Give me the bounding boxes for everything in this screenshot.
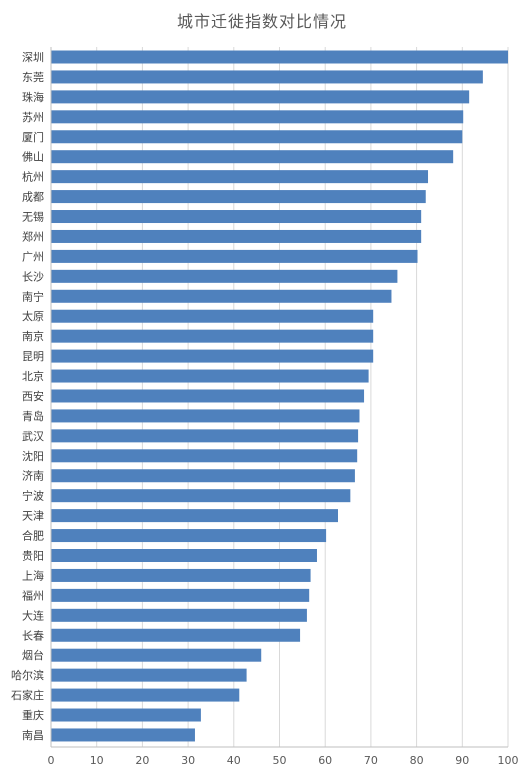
x-tick-label: 60 <box>318 754 332 767</box>
category-label: 长春 <box>22 629 44 642</box>
bar <box>51 469 355 483</box>
bar <box>51 608 307 622</box>
category-label: 石家庄 <box>11 688 44 702</box>
bar <box>51 588 310 602</box>
bar <box>51 369 369 383</box>
bar <box>51 668 247 682</box>
category-label: 长沙 <box>22 270 44 283</box>
x-tick-label: 100 <box>498 754 519 767</box>
category-label: 大连 <box>22 608 44 622</box>
bar <box>51 409 360 423</box>
category-label: 天津 <box>22 510 44 523</box>
bar <box>51 648 262 662</box>
category-label: 上海 <box>22 568 44 582</box>
bar <box>51 568 311 582</box>
bar <box>51 389 365 403</box>
category-label: 广州 <box>22 250 44 263</box>
category-label: 昆明 <box>22 350 44 363</box>
x-tick-label: 50 <box>273 754 287 767</box>
x-tick-label: 10 <box>90 754 104 767</box>
bar <box>51 628 301 642</box>
bar <box>51 708 201 722</box>
axes <box>50 47 508 748</box>
category-label: 杭州 <box>22 170 44 184</box>
category-label: 西安 <box>22 389 44 403</box>
bar <box>51 529 327 543</box>
category-label: 郑州 <box>22 229 44 243</box>
x-tick-label: 0 <box>48 754 55 767</box>
bar <box>51 489 351 503</box>
bar <box>51 130 463 144</box>
bar <box>51 210 422 224</box>
bar <box>51 90 470 104</box>
category-label: 青岛 <box>22 409 44 423</box>
category-label: 苏州 <box>22 111 44 124</box>
bar <box>51 449 358 463</box>
bar <box>51 269 398 283</box>
bar <box>51 110 464 124</box>
category-label: 南宁 <box>22 289 44 303</box>
category-label: 合肥 <box>22 529 44 543</box>
category-label: 贵阳 <box>22 550 44 563</box>
category-label: 成都 <box>22 191 44 204</box>
category-label: 沈阳 <box>22 449 44 463</box>
category-label: 宁波 <box>22 489 44 503</box>
x-tick-label: 20 <box>135 754 149 767</box>
bar <box>51 429 359 443</box>
bar <box>51 329 374 343</box>
x-tick-label: 70 <box>364 754 378 767</box>
category-label: 哈尔滨 <box>11 668 44 682</box>
bar <box>51 309 374 323</box>
bar <box>51 728 195 742</box>
category-label: 烟台 <box>22 648 44 662</box>
bars <box>51 50 508 742</box>
bar <box>51 349 374 363</box>
bar <box>51 549 317 562</box>
category-label: 南昌 <box>22 729 44 742</box>
labels: 0 10 20 30 40 50 60 70 80 90 100 深圳东莞珠海苏州厦门佛山杭州成都无锡… <box>11 51 519 767</box>
bar <box>51 509 338 523</box>
bar <box>51 170 429 184</box>
category-label: 福州 <box>22 588 44 602</box>
category-label: 南京 <box>22 329 44 343</box>
category-label: 佛山 <box>22 151 44 164</box>
category-label: 深圳 <box>22 51 44 64</box>
x-tick-label: 80 <box>410 754 424 767</box>
category-label: 东莞 <box>22 71 44 84</box>
x-tick-label: 40 <box>227 754 241 767</box>
category-label: 厦门 <box>22 130 44 144</box>
x-tick-label: 30 <box>181 754 195 767</box>
bar <box>51 190 426 204</box>
bar <box>51 229 422 243</box>
category-label: 重庆 <box>22 708 44 722</box>
category-label: 太原 <box>22 310 44 323</box>
bar <box>51 70 483 84</box>
bar <box>51 688 240 702</box>
bar <box>51 50 508 64</box>
chart-title: 城市迁徙指数对比情况 <box>176 12 347 31</box>
category-label: 济南 <box>22 469 44 483</box>
category-label: 珠海 <box>22 90 44 104</box>
bar <box>51 150 454 164</box>
category-label: 无锡 <box>22 210 44 224</box>
category-label: 武汉 <box>22 430 44 443</box>
x-tick-label: 90 <box>455 754 469 767</box>
category-label: 北京 <box>22 369 44 383</box>
bar <box>51 249 418 263</box>
bar <box>51 289 392 303</box>
